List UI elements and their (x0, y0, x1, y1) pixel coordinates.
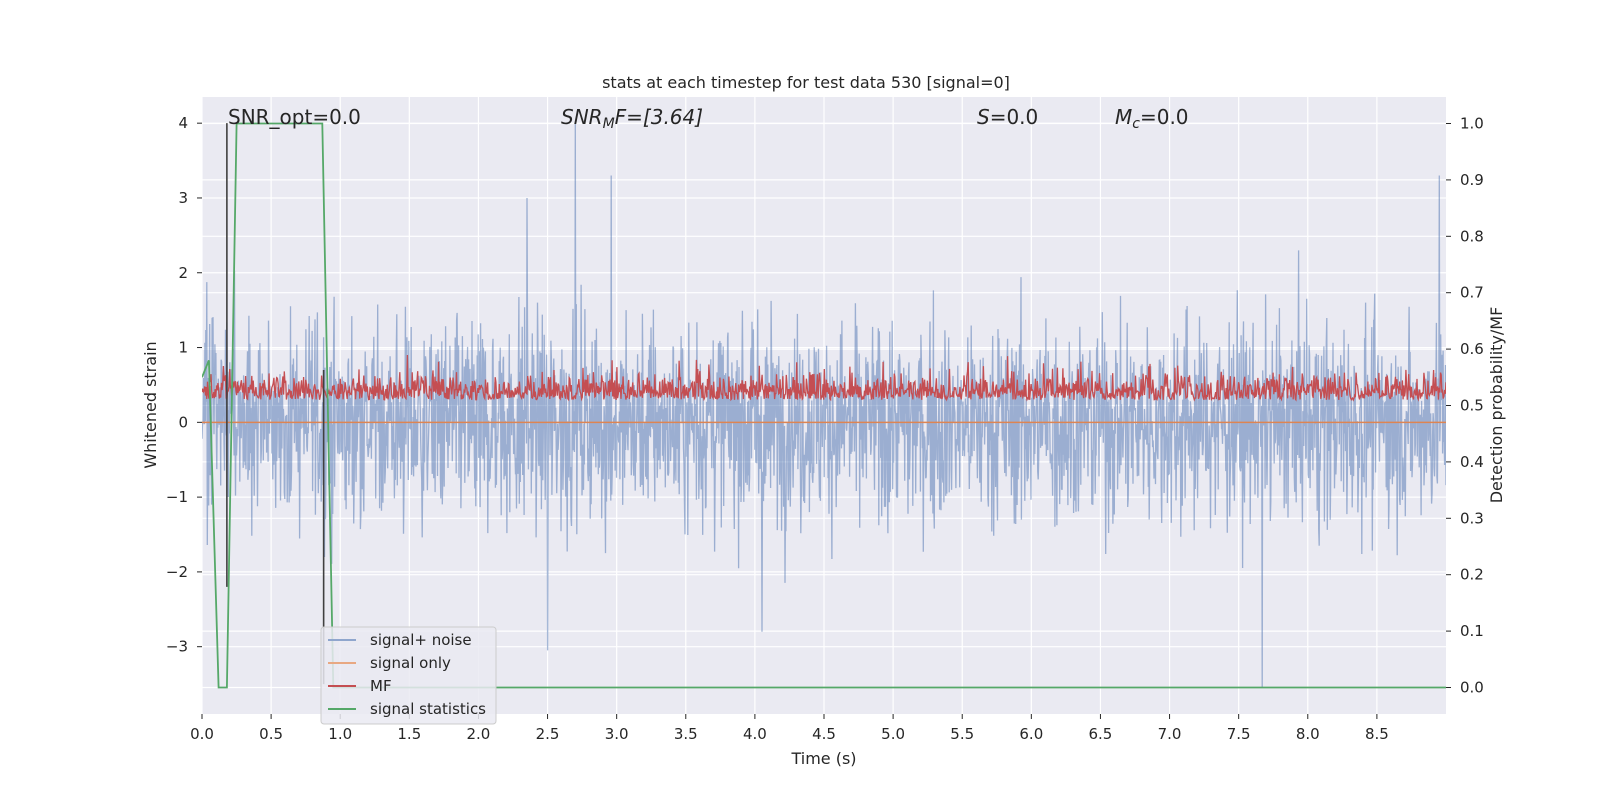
x-tick-label: 2.0 (467, 725, 491, 743)
annotation-snr-mf-symbol: SNR (561, 105, 603, 129)
legend-label-mf: MF (370, 677, 392, 695)
x-tick-label: 5.0 (881, 725, 905, 743)
legend-label-signal-statistics: signal statistics (370, 700, 486, 718)
x-tick-label: 7.0 (1158, 725, 1182, 743)
x-tick-label: 8.0 (1296, 725, 1320, 743)
y-tick-label: 3 (178, 189, 188, 207)
y-tick-label: −2 (166, 563, 188, 581)
x-tick-label: 3.0 (605, 725, 629, 743)
y-right-tick-label: 0.0 (1460, 678, 1484, 696)
x-tick-label: 4.0 (743, 725, 767, 743)
annotation-mc: Mc=0.0 (1115, 105, 1189, 132)
y-tick-label: 4 (178, 114, 188, 132)
x-tick-label: 6.5 (1089, 725, 1113, 743)
y-tick-label: −3 (166, 638, 188, 656)
x-tick-label: 8.5 (1365, 725, 1389, 743)
y-right-tick-label: 0.1 (1460, 622, 1484, 640)
x-tick-label: 0.5 (259, 725, 283, 743)
series-signal-statistics (202, 122, 1446, 689)
y-tick-label: −1 (166, 488, 188, 506)
y-tick-label: 2 (178, 264, 188, 282)
annotation-snr-mf: SNRMF=[3.64] (561, 105, 703, 132)
x-tick-label: 0.0 (190, 725, 214, 743)
x-tick-label: 2.5 (536, 725, 560, 743)
x-axis-label: Time (s) (790, 749, 856, 768)
legend-box (320, 626, 497, 725)
annotation-snr-mf-rest: F=[3.64] (615, 105, 703, 129)
y-tick-label: 1 (178, 339, 188, 357)
x-tick-label: 1.0 (328, 725, 352, 743)
y-axis-left: −3 −2 −1 0 1 2 3 4 (166, 114, 202, 656)
y-tick-label: 0 (178, 413, 188, 431)
legend: signal+ noise signal only MF signal stat… (320, 626, 497, 725)
x-tick-label: 4.5 (812, 725, 836, 743)
x-tick-label: 5.5 (950, 725, 974, 743)
annotation-snr-opt: SNR_opt=0.0 (228, 105, 361, 129)
annotation-snr-mf-sub: M (603, 116, 615, 132)
y-right-tick-label: 0.6 (1460, 340, 1484, 358)
series-signal-noise (202, 123, 1446, 688)
y-axis-label: Whitened strain (141, 341, 160, 468)
y-right-tick-label: 0.2 (1460, 566, 1484, 584)
series-mf (202, 354, 1446, 402)
y-axis-right: 0.0 0.1 0.2 0.3 0.4 0.5 0.6 0.7 0.8 0.9 1.0 (1446, 115, 1484, 696)
y-right-tick-label: 0.7 (1460, 284, 1484, 302)
y-right-tick-label: 0.8 (1460, 227, 1484, 245)
y-right-tick-label: 0.9 (1460, 171, 1484, 189)
annotation-s: S=0.0 (977, 105, 1038, 129)
chart-title: stats at each timestep for test data 530… (602, 73, 1010, 92)
legend-label-signal-only: signal only (370, 654, 451, 672)
x-tick-label: 7.5 (1227, 725, 1251, 743)
y-right-tick-label: 0.5 (1460, 397, 1484, 415)
x-tick-label: 6.0 (1019, 725, 1043, 743)
y-axis-right-label: Detection probability/MF (1487, 307, 1506, 504)
y-right-tick-label: 0.3 (1460, 509, 1484, 527)
x-tick-label: 3.5 (674, 725, 698, 743)
y-right-tick-label: 0.4 (1460, 453, 1484, 471)
y-right-tick-label: 1.0 (1460, 115, 1484, 133)
series-layer (202, 122, 1446, 689)
x-tick-label: 1.5 (397, 725, 421, 743)
legend-label-signal-noise: signal+ noise (370, 631, 472, 649)
x-axis: 0.0 0.5 1.0 1.5 2.0 2.5 3.0 3.5 4.0 4.5 5.0 5.5 6.0 6… (190, 714, 1389, 743)
